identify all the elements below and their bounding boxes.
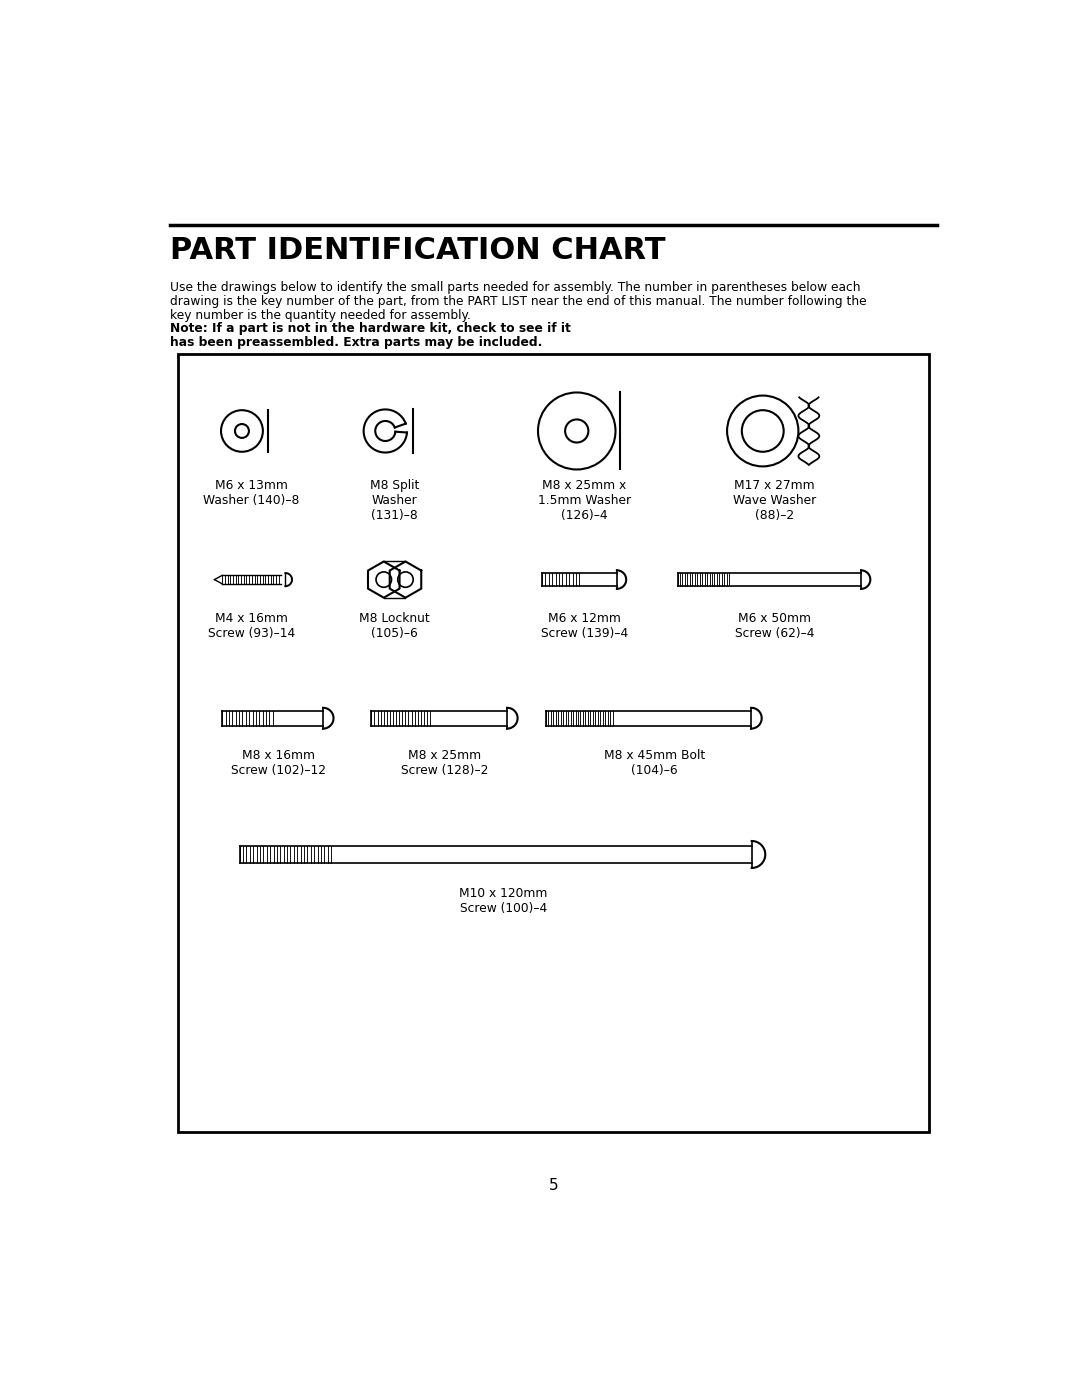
Text: M8 Split
Washer
(131)–8: M8 Split Washer (131)–8 bbox=[370, 479, 419, 521]
Text: M17 x 27mm
Wave Washer
(88)–2: M17 x 27mm Wave Washer (88)–2 bbox=[732, 479, 816, 521]
Text: M8 x 25mm
Screw (128)–2: M8 x 25mm Screw (128)–2 bbox=[402, 749, 488, 777]
Text: key number is the quantity needed for assembly.: key number is the quantity needed for as… bbox=[170, 309, 474, 321]
Text: M6 x 50mm
Screw (62)–4: M6 x 50mm Screw (62)–4 bbox=[734, 612, 814, 640]
Text: M6 x 13mm
Washer (140)–8: M6 x 13mm Washer (140)–8 bbox=[203, 479, 299, 507]
Text: PART IDENTIFICATION CHART: PART IDENTIFICATION CHART bbox=[170, 236, 665, 265]
Text: M10 x 120mm
Screw (100)–4: M10 x 120mm Screw (100)–4 bbox=[459, 887, 548, 915]
Text: drawing is the key number of the part, from the PART LIST near the end of this m: drawing is the key number of the part, f… bbox=[170, 295, 866, 307]
Text: Use the drawings below to identify the small parts needed for assembly. The numb: Use the drawings below to identify the s… bbox=[170, 281, 861, 293]
Text: M8 x 25mm x
1.5mm Washer
(126)–4: M8 x 25mm x 1.5mm Washer (126)–4 bbox=[538, 479, 631, 521]
Text: has been preassembled. Extra parts may be included.: has been preassembled. Extra parts may b… bbox=[170, 337, 542, 349]
Text: M4 x 16mm
Screw (93)–14: M4 x 16mm Screw (93)–14 bbox=[207, 612, 295, 640]
Bar bbox=[177, 353, 930, 1132]
Text: Note: If a part is not in the hardware kit, check to see if it: Note: If a part is not in the hardware k… bbox=[170, 323, 570, 335]
Text: M8 x 45mm Bolt
(104)–6: M8 x 45mm Bolt (104)–6 bbox=[604, 749, 705, 777]
Text: 5: 5 bbox=[549, 1178, 558, 1193]
Text: M6 x 12mm
Screw (139)–4: M6 x 12mm Screw (139)–4 bbox=[541, 612, 629, 640]
Text: M8 x 16mm
Screw (102)–12: M8 x 16mm Screw (102)–12 bbox=[231, 749, 326, 777]
Text: M8 Locknut
(105)–6: M8 Locknut (105)–6 bbox=[360, 612, 430, 640]
